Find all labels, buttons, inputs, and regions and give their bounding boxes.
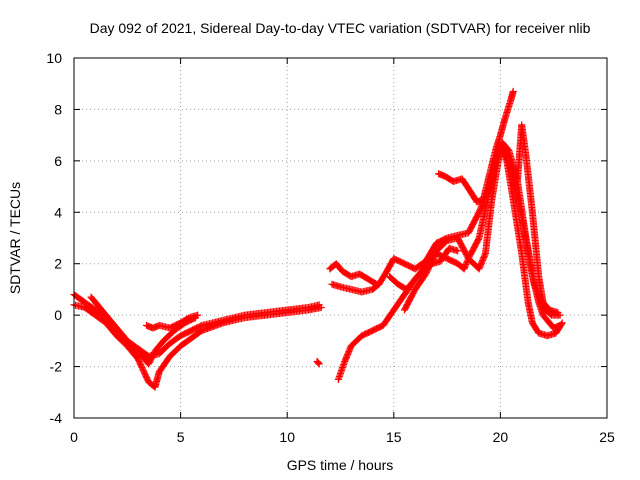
data-points [70,87,566,391]
y-axis-title: SDTVAR / TECUs [7,182,23,294]
series-track-c [87,293,200,368]
data-point [194,311,202,319]
x-tick-label: 20 [493,429,509,445]
y-tick-label: 4 [54,204,62,220]
series-track-h [435,87,517,206]
y-tick-label: -2 [50,359,63,375]
y-tick-label: 2 [54,256,62,272]
data-point [461,262,469,270]
data-point [314,358,322,366]
data-point [454,247,462,255]
data-point [461,263,469,271]
series-track-k [386,244,462,293]
series-track-l [313,357,323,368]
x-tick-label: 0 [70,429,78,445]
x-tick-label: 15 [386,429,402,445]
series-track-j [326,260,381,288]
x-tick-labels: 0 5 10 15 20 25 [70,429,615,445]
data-point [554,309,562,317]
y-tick-label: -4 [50,410,63,426]
data-point [317,303,325,311]
data-point [314,359,322,367]
x-tick-label: 5 [177,429,185,445]
chart-title: Day 092 of 2021, Sidereal Day-to-day VTE… [90,20,591,36]
series-track-i [513,121,562,317]
axis-ticks [73,57,608,419]
data-point [558,319,566,327]
data-point [315,360,323,368]
data-point [462,260,470,268]
data-point [460,265,468,273]
x-tick-label: 10 [279,429,295,445]
data-point [557,320,565,328]
y-tick-labels: -4 -2 0 2 4 6 8 10 [46,50,62,426]
y-tick-label: 0 [54,307,62,323]
y-tick-label: 6 [54,153,62,169]
data-point [509,87,517,95]
y-tick-label: 8 [54,101,62,117]
plot-frame [73,57,608,419]
data-point [373,280,381,288]
y-tick-label: 10 [46,50,62,66]
x-tick-label: 25 [599,429,615,445]
series-track-d [142,311,202,332]
x-axis-title: GPS time / hours [287,457,394,473]
data-point [372,280,380,288]
